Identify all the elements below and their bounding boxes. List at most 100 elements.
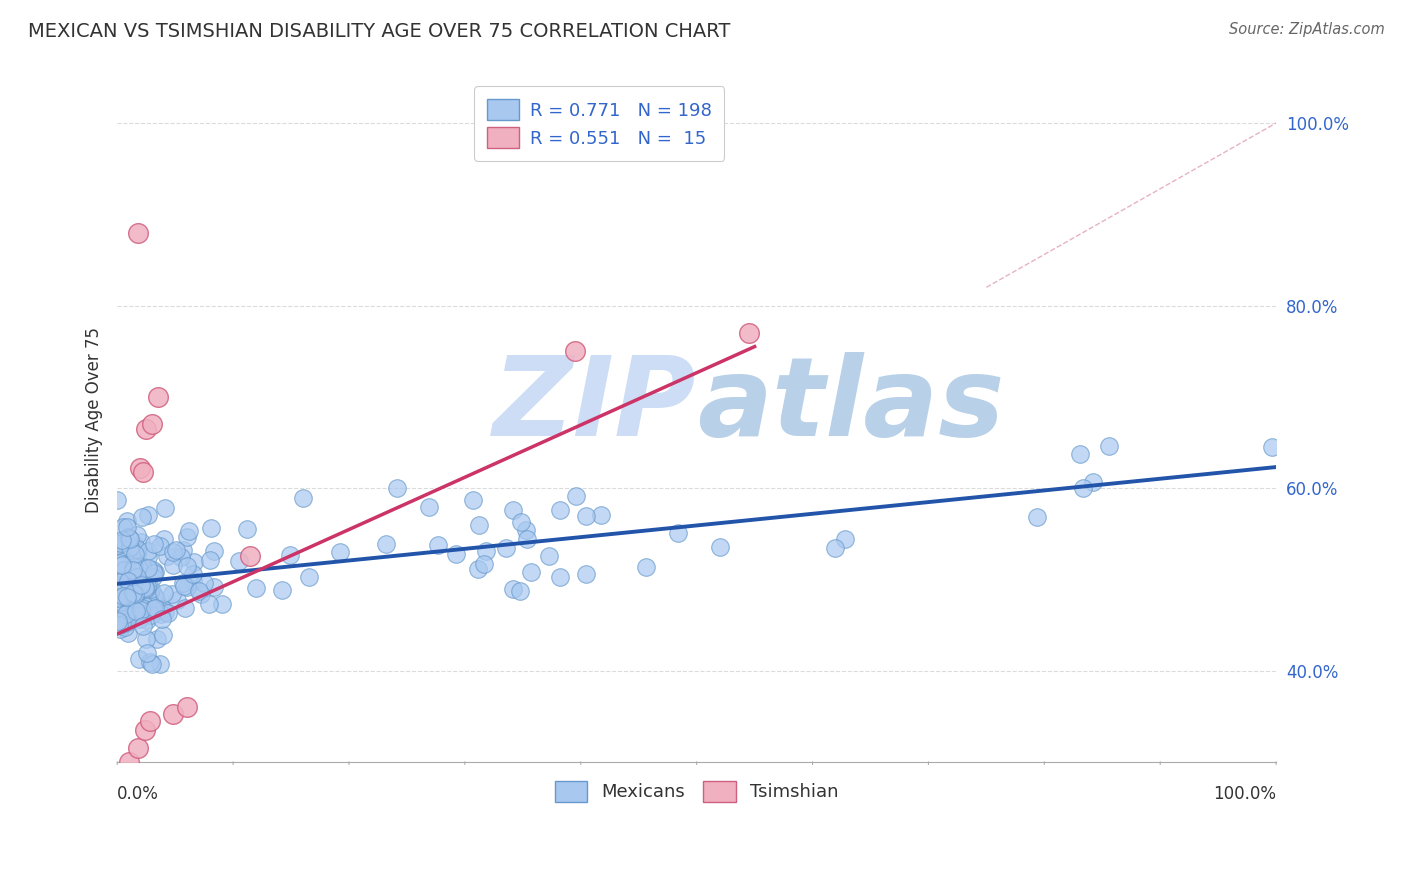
Point [181, 566, 204, 581]
Point [589, 508, 612, 523]
Point [112, 563, 135, 577]
Point [564, 344, 586, 359]
Point [131, 559, 153, 574]
Text: 0.0%: 0.0% [117, 785, 159, 803]
Point [548, 570, 571, 584]
Point [143, 600, 166, 615]
Text: MEXICAN VS TSIMSHIAN DISABILITY AGE OVER 75 CORRELATION CHART: MEXICAN VS TSIMSHIAN DISABILITY AGE OVER… [28, 22, 731, 41]
Point [176, 530, 198, 544]
Point [418, 500, 440, 515]
Point [135, 582, 157, 597]
Point [108, 575, 131, 590]
Point [108, 618, 131, 632]
Point [120, 533, 142, 547]
Point [142, 537, 165, 551]
Point [111, 616, 134, 631]
Point [125, 542, 148, 557]
Point [155, 500, 177, 515]
Point [121, 586, 143, 600]
Point [131, 619, 153, 633]
Point [738, 326, 761, 340]
Point [146, 632, 169, 646]
Point [131, 578, 153, 592]
Point [162, 707, 184, 722]
Point [463, 492, 485, 507]
Point [427, 538, 450, 552]
Point [121, 563, 143, 577]
Point [127, 580, 149, 594]
Text: atlas: atlas [696, 352, 1004, 459]
Point [132, 582, 155, 596]
Point [111, 595, 134, 609]
Point [107, 599, 129, 614]
Point [117, 596, 139, 610]
Point [114, 605, 136, 619]
Point [156, 606, 179, 620]
Point [111, 602, 134, 616]
Point [446, 547, 468, 561]
Point [834, 533, 856, 547]
Point [115, 568, 138, 582]
Point [190, 587, 212, 601]
Point [131, 601, 153, 615]
Point [155, 605, 177, 619]
Point [329, 545, 352, 559]
Point [709, 540, 731, 554]
Point [176, 558, 198, 573]
Point [1026, 510, 1049, 524]
Point [474, 544, 496, 558]
Point [502, 503, 524, 517]
Point [183, 556, 205, 570]
Point [153, 532, 176, 546]
Point [127, 573, 149, 587]
Point [120, 575, 142, 590]
Point [149, 540, 172, 554]
Point [134, 598, 156, 612]
Point [128, 612, 150, 626]
Point [200, 553, 222, 567]
Point [143, 591, 166, 605]
Point [152, 628, 174, 642]
Point [202, 544, 225, 558]
Point [143, 566, 166, 580]
Point [152, 602, 174, 616]
Point [111, 581, 134, 595]
Point [538, 549, 561, 563]
Point [136, 549, 159, 564]
Point [136, 543, 159, 558]
Point [136, 577, 159, 591]
Point [200, 521, 222, 535]
Point [117, 530, 139, 544]
Point [142, 601, 165, 615]
Point [472, 557, 495, 571]
Point [298, 570, 321, 584]
Point [124, 587, 146, 601]
Point [128, 583, 150, 598]
Point [107, 597, 129, 611]
Point [117, 615, 139, 629]
Point [131, 535, 153, 549]
Point [564, 489, 586, 503]
Point [112, 588, 135, 602]
Point [170, 550, 193, 565]
Point [280, 548, 302, 562]
Point [1083, 475, 1105, 490]
Point [127, 546, 149, 560]
Point [374, 537, 396, 551]
Point [114, 620, 136, 634]
Point [162, 545, 184, 559]
Point [143, 600, 166, 615]
Point [575, 566, 598, 581]
Point [131, 465, 153, 479]
Point [111, 533, 134, 548]
Point [141, 417, 163, 432]
Point [146, 390, 169, 404]
Point [135, 422, 157, 436]
Point [183, 574, 205, 588]
Point [122, 561, 145, 575]
Point [117, 515, 139, 529]
Point [117, 590, 139, 604]
Point [202, 581, 225, 595]
Point [139, 655, 162, 669]
Point [142, 588, 165, 602]
